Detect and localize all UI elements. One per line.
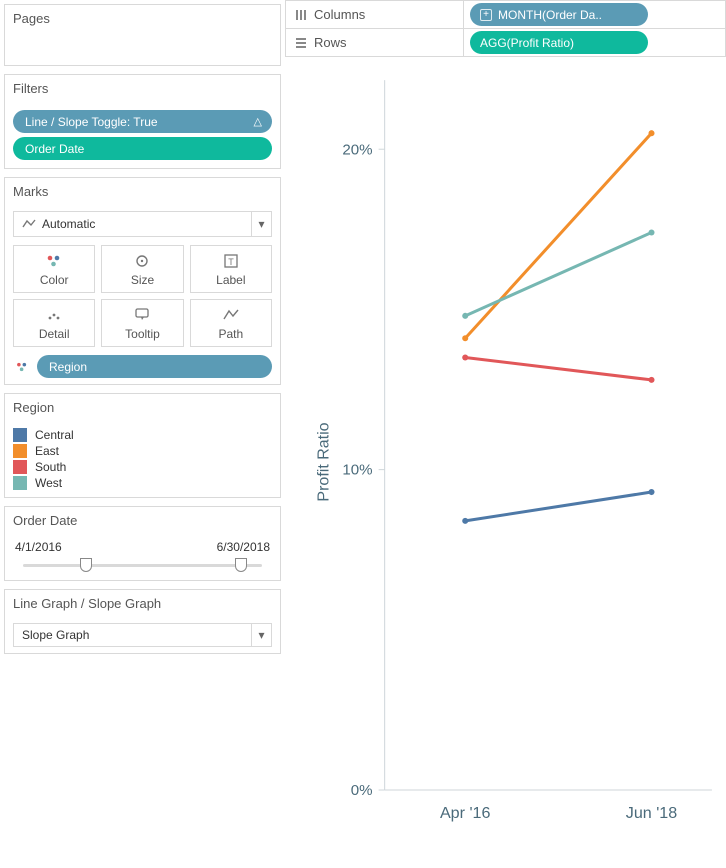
svg-text:Jun '18: Jun '18 <box>626 804 677 822</box>
columns-shelf[interactable]: Columns + MONTH(Order Da.. <box>285 0 726 29</box>
filters-title: Filters <box>5 75 280 102</box>
marks-panel: Marks Automatic ▾ Color Size <box>4 177 281 385</box>
orderdate-max: 6/30/2018 <box>217 540 270 554</box>
legend-label: West <box>35 476 62 490</box>
mark-type-label: Automatic <box>42 217 95 231</box>
tooltip-icon <box>133 306 151 324</box>
marks-detail-label: Detail <box>39 327 70 341</box>
pages-title: Pages <box>5 5 280 32</box>
marks-region-pill[interactable]: Region <box>37 355 272 378</box>
line-type-icon <box>22 217 36 231</box>
color-encoding-icon <box>13 360 31 374</box>
expand-icon: + <box>480 9 492 21</box>
slope-chart: 0% 10% 20% Apr '16 Jun '18 <box>289 65 722 864</box>
color-icon <box>45 252 63 270</box>
rows-pill[interactable]: AGG(Profit Ratio) <box>470 31 648 54</box>
legend-swatch <box>13 476 27 490</box>
orderdate-slider[interactable] <box>13 558 272 574</box>
legend-item[interactable]: South <box>13 459 272 475</box>
slider-track <box>23 564 262 567</box>
filter-pill-orderdate[interactable]: Order Date <box>13 137 272 160</box>
marks-tooltip-label: Tooltip <box>125 327 160 341</box>
slider-thumb-low[interactable] <box>80 558 92 572</box>
legend-label: South <box>35 460 66 474</box>
dropdown-icon: ▾ <box>251 212 271 236</box>
marks-label-button[interactable]: T Label <box>190 245 272 293</box>
legend-label: East <box>35 444 59 458</box>
marks-size-label: Size <box>131 273 154 287</box>
orderdate-min: 4/1/2016 <box>15 540 62 554</box>
dropdown-icon: ▾ <box>251 624 271 646</box>
graph-toggle-panel: Line Graph / Slope Graph Slope Graph ▾ <box>4 589 281 654</box>
filter-pill-toggle[interactable]: Line / Slope Toggle: True △ <box>13 110 272 133</box>
marks-region-label: Region <box>49 360 87 374</box>
label-icon: T <box>222 252 240 270</box>
size-icon <box>133 252 151 270</box>
svg-text:10%: 10% <box>342 462 372 479</box>
svg-text:Apr '16: Apr '16 <box>440 804 491 822</box>
graph-toggle-select[interactable]: Slope Graph ▾ <box>13 623 272 647</box>
columns-label: Columns <box>314 7 365 22</box>
rows-icon <box>294 36 308 50</box>
marks-label-label: Label <box>216 273 245 287</box>
filters-panel: Filters Line / Slope Toggle: True △ Orde… <box>4 74 281 169</box>
svg-text:20%: 20% <box>342 141 372 158</box>
legend-title: Region <box>5 394 280 421</box>
chart-area: Profit Ratio 0% 10% 20% Apr '16 Jun '18 <box>285 57 726 868</box>
columns-pill[interactable]: + MONTH(Order Da.. <box>470 3 648 26</box>
marks-color-label: Color <box>40 273 69 287</box>
legend-item[interactable]: West <box>13 475 272 491</box>
legend-item[interactable]: East <box>13 443 272 459</box>
legend-panel: Region Central East South West <box>4 393 281 498</box>
legend-swatch <box>13 428 27 442</box>
orderdate-panel: Order Date 4/1/2016 6/30/2018 <box>4 506 281 581</box>
legend-item[interactable]: Central <box>13 427 272 443</box>
svg-text:T: T <box>228 257 234 267</box>
legend-swatch <box>13 460 27 474</box>
detail-icon <box>45 306 63 324</box>
orderdate-title: Order Date <box>5 507 280 534</box>
svg-text:0%: 0% <box>351 782 373 799</box>
y-axis-label: Profit Ratio <box>316 423 334 502</box>
mark-type-select[interactable]: Automatic ▾ <box>13 211 272 237</box>
marks-title: Marks <box>5 178 280 205</box>
marks-color-button[interactable]: Color <box>13 245 95 293</box>
columns-icon <box>294 8 308 22</box>
marks-path-label: Path <box>218 327 243 341</box>
marks-detail-button[interactable]: Detail <box>13 299 95 347</box>
marks-path-button[interactable]: Path <box>190 299 272 347</box>
marks-size-button[interactable]: Size <box>101 245 183 293</box>
legend-swatch <box>13 444 27 458</box>
graph-toggle-title: Line Graph / Slope Graph <box>5 590 280 617</box>
pages-panel: Pages <box>4 4 281 66</box>
graph-toggle-selected: Slope Graph <box>22 628 89 642</box>
legend-label: Central <box>35 428 74 442</box>
path-icon <box>222 306 240 324</box>
rows-label: Rows <box>314 35 347 50</box>
columns-pill-label: MONTH(Order Da.. <box>498 8 602 22</box>
rows-shelf[interactable]: Rows AGG(Profit Ratio) <box>285 29 726 57</box>
filter-pill-indicator-icon: △ <box>254 115 262 128</box>
rows-pill-label: AGG(Profit Ratio) <box>480 36 574 50</box>
filter-pill-toggle-label: Line / Slope Toggle: True <box>25 115 158 129</box>
marks-tooltip-button[interactable]: Tooltip <box>101 299 183 347</box>
slider-thumb-high[interactable] <box>235 558 247 572</box>
filter-pill-orderdate-label: Order Date <box>25 142 84 156</box>
